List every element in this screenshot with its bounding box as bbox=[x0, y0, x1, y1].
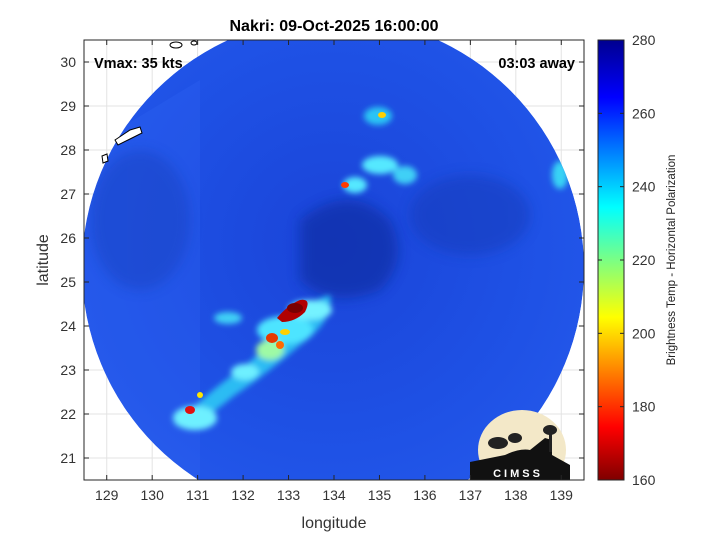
coastlines bbox=[101, 40, 198, 164]
y-tick-label: 25 bbox=[60, 274, 76, 290]
y-tick-label: 24 bbox=[60, 318, 76, 334]
colorbar-tick-label: 220 bbox=[632, 252, 656, 268]
convective-cores bbox=[185, 112, 386, 414]
colorbar-tick-label: 240 bbox=[632, 179, 656, 195]
y-tick-label: 26 bbox=[60, 230, 76, 246]
brightness-temperature-swath bbox=[84, 40, 584, 480]
x-axis-label: longitude bbox=[302, 515, 367, 532]
y-tick-label: 23 bbox=[60, 362, 76, 378]
time-away-label: 03:03 away bbox=[498, 56, 575, 72]
colorbar-tick-label: 280 bbox=[632, 32, 656, 48]
map-plot-area: CIMSS Vmax: 35 kts 03:03 away bbox=[83, 39, 585, 481]
colorbar-tick-label: 260 bbox=[632, 105, 656, 121]
cimss-logo: CIMSS bbox=[470, 410, 570, 480]
x-tick-label: 135 bbox=[368, 487, 392, 503]
colorbar-gradient bbox=[597, 39, 625, 481]
x-tick-label: 139 bbox=[550, 487, 574, 503]
x-tick-label: 132 bbox=[231, 487, 255, 503]
x-tick-label: 130 bbox=[141, 487, 165, 503]
x-tick-label: 138 bbox=[504, 487, 528, 503]
y-tick-label: 29 bbox=[60, 98, 76, 114]
x-tick-label: 134 bbox=[322, 487, 346, 503]
y-tick-label: 28 bbox=[60, 142, 76, 158]
x-tick-labels: 129 130 131 132 133 134 135 136 137 138 139 bbox=[95, 487, 573, 503]
vmax-label: Vmax: 35 kts bbox=[94, 56, 183, 72]
y-tick-label: 30 bbox=[60, 54, 76, 70]
logo-text: CIMSS bbox=[493, 468, 543, 480]
x-tick-label: 129 bbox=[95, 487, 119, 503]
x-tick-label: 133 bbox=[277, 487, 301, 503]
x-tick-label: 136 bbox=[413, 487, 437, 503]
tick-marks bbox=[84, 40, 584, 480]
x-tick-label: 131 bbox=[186, 487, 210, 503]
y-axis-label: latitude bbox=[35, 234, 52, 286]
colorbar-tick-label: 180 bbox=[632, 399, 656, 415]
y-tick-label: 27 bbox=[60, 186, 76, 202]
y-tick-label: 22 bbox=[60, 406, 76, 422]
colorbar-label: Brightness Temp - Horizontal Polarizatio… bbox=[666, 155, 678, 366]
y-tick-label: 21 bbox=[60, 450, 76, 466]
colorbar-tick-label: 200 bbox=[632, 325, 656, 341]
colorbar-tick-label: 160 bbox=[632, 472, 656, 488]
colorbar: 160 180 200 220 240 260 280 Brightness Temp - … bbox=[597, 32, 678, 488]
figure-title: Nakri: 09-Oct-2025 16:00:00 bbox=[229, 18, 438, 35]
y-tick-labels: 21 22 23 24 25 26 27 28 29 30 bbox=[60, 54, 76, 466]
x-tick-label: 137 bbox=[459, 487, 483, 503]
colorbar-ticks: 160 180 200 220 240 260 280 bbox=[598, 32, 656, 488]
